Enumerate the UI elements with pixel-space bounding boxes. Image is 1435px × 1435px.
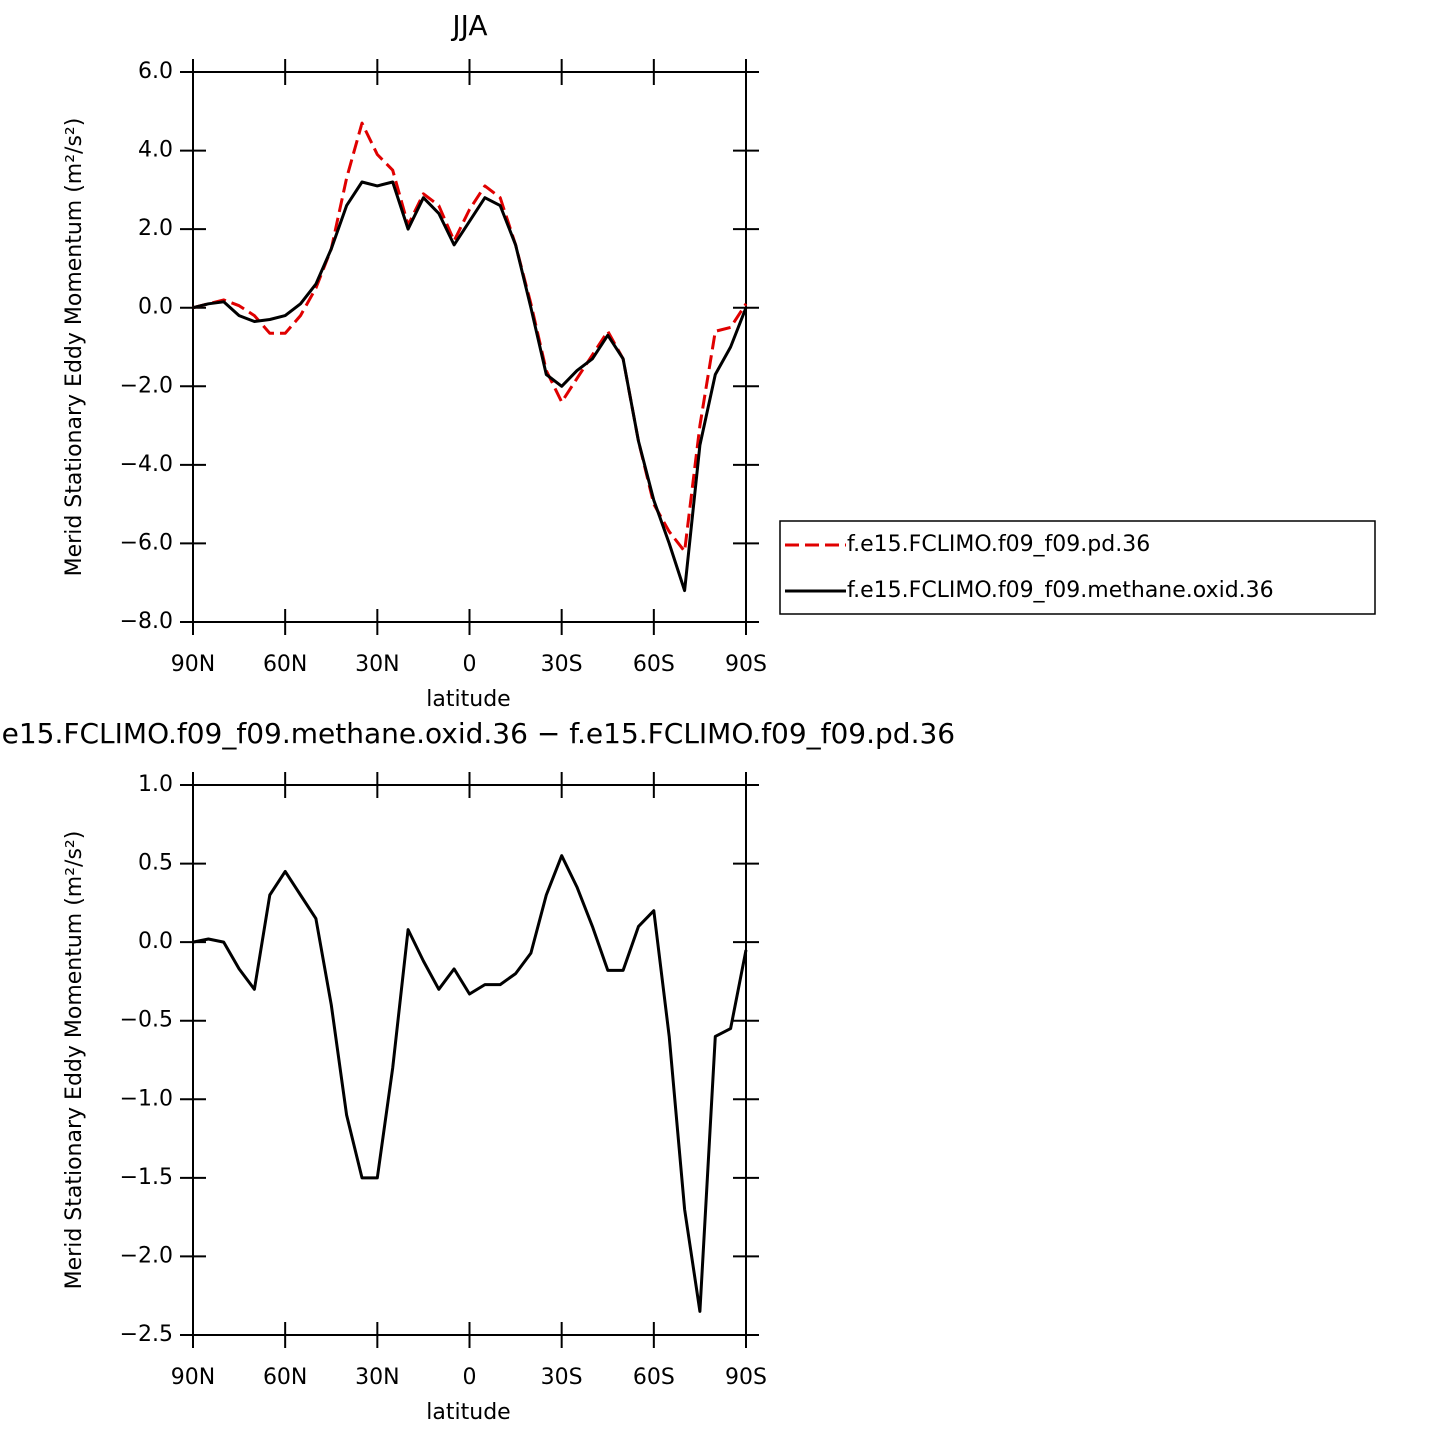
y-axis-label: Merid Stationary Eddy Momentum (m²/s²)	[62, 831, 87, 1290]
x-tick-label: 90S	[725, 1365, 767, 1390]
y-tick-label: 0.0	[138, 929, 173, 954]
chart-title: f.e15.FCLIMO.f09_f09.methane.oxid.36 − f…	[0, 717, 955, 750]
x-tick-label: 0	[463, 1365, 477, 1390]
y-tick-label: 2.0	[138, 216, 173, 241]
x-axis-label: latitude	[426, 1400, 510, 1425]
y-tick-label: −2.5	[120, 1322, 173, 1347]
y-tick-label: 0.0	[138, 295, 173, 320]
legend-label: f.e15.FCLIMO.f09_f09.pd.36	[847, 532, 1150, 557]
y-tick-label: 4.0	[138, 138, 173, 163]
plot-frame	[192, 784, 747, 1336]
x-tick-label: 30N	[355, 1365, 399, 1390]
data-line	[192, 121, 748, 553]
x-tick-label: 30S	[541, 652, 583, 677]
x-tick-label: 90S	[725, 652, 767, 677]
x-tick-label: 30N	[355, 652, 399, 677]
x-tick-label: 60N	[263, 1365, 307, 1390]
y-tick-label: −8.0	[120, 609, 173, 634]
y-tick-label: −6.0	[120, 530, 173, 555]
legend-frame	[779, 520, 1376, 615]
x-tick-label: 60S	[633, 652, 675, 677]
x-axis-label: latitude	[426, 687, 510, 712]
y-tick-label: 0.5	[138, 851, 173, 876]
x-tick-label: 60S	[633, 1365, 675, 1390]
x-tick-label: 30S	[541, 1365, 583, 1390]
y-axis-label: Merid Stationary Eddy Momentum (m²/s²)	[62, 118, 87, 577]
legend-label: f.e15.FCLIMO.f09_f09.methane.oxid.36	[847, 578, 1274, 603]
chart-title: JJA	[450, 9, 487, 42]
x-tick-label: 0	[463, 652, 477, 677]
data-line	[192, 854, 748, 1313]
y-tick-label: −1.5	[120, 1165, 173, 1190]
x-tick-label: 90N	[171, 1365, 215, 1390]
y-tick-label: −0.5	[120, 1008, 173, 1033]
y-tick-label: −2.0	[120, 1243, 173, 1268]
y-tick-label: −1.0	[120, 1086, 173, 1111]
x-tick-label: 90N	[171, 652, 215, 677]
y-tick-label: −4.0	[120, 452, 173, 477]
plot-frame	[192, 71, 747, 623]
data-line	[192, 180, 748, 593]
y-tick-label: 6.0	[138, 59, 173, 84]
y-tick-label: 1.0	[138, 772, 173, 797]
x-tick-label: 60N	[263, 652, 307, 677]
y-tick-label: −2.0	[120, 373, 173, 398]
